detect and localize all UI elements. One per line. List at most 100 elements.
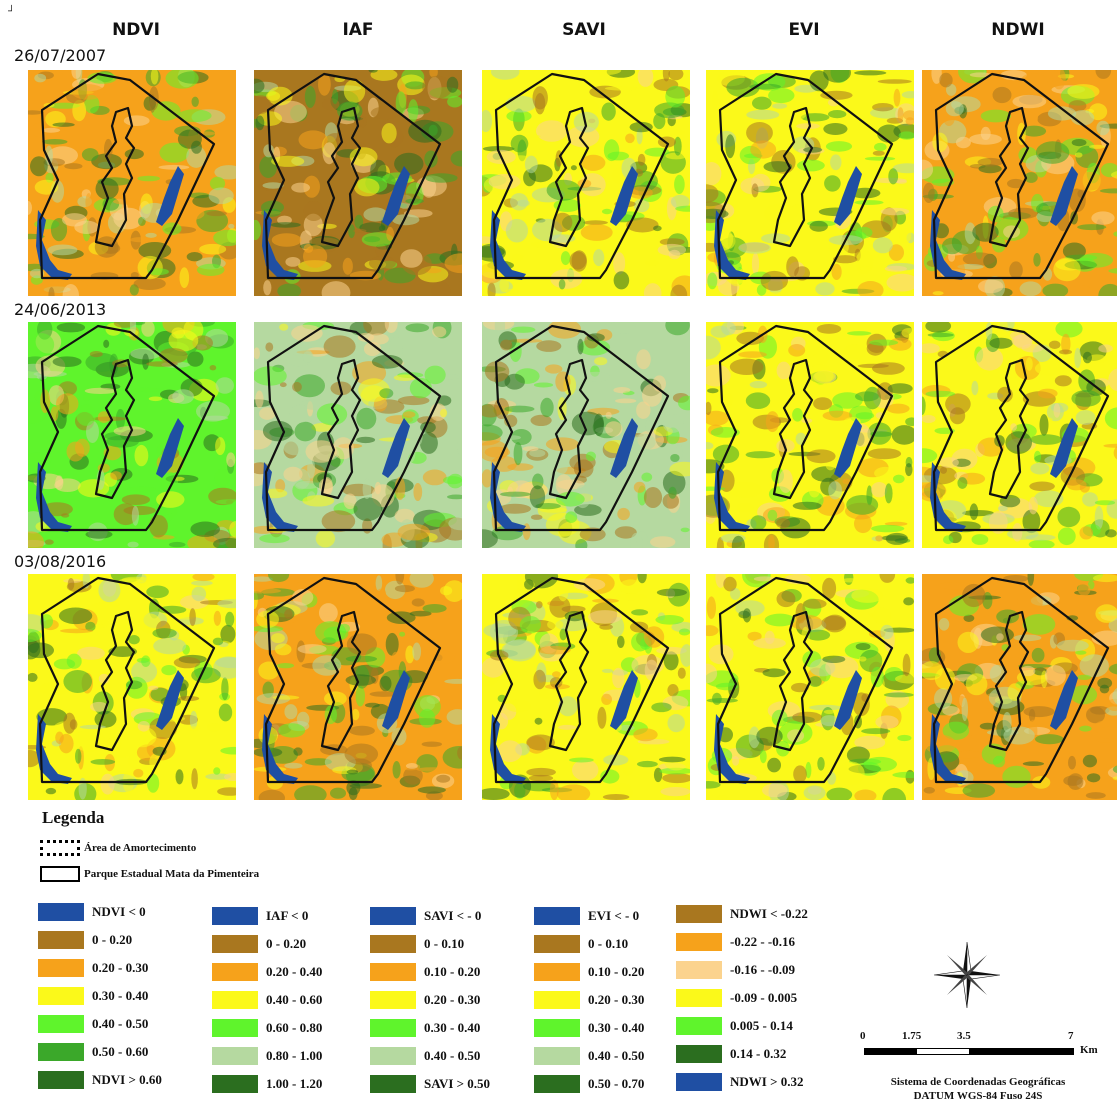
column-header-ndvi: NDVI bbox=[112, 20, 160, 40]
legend-savi: SAVI < - 0 0 - 0.10 0.10 - 0.20 0.20 - 0.30… bbox=[370, 902, 490, 1098]
legend-iaf-row: 1.00 - 1.20 bbox=[212, 1070, 322, 1098]
legend-swatch bbox=[676, 961, 722, 979]
legend-evi-row: EVI < - 0 bbox=[534, 902, 644, 930]
legend-swatch bbox=[212, 907, 258, 925]
legend-ndvi-row: 0 - 0.20 bbox=[38, 926, 162, 954]
legend-iaf: IAF < 0 0 - 0.20 0.20 - 0.40 0.40 - 0.60 0.6… bbox=[212, 902, 322, 1098]
map-panel-savi-2007 bbox=[482, 70, 690, 296]
legend-swatch bbox=[38, 903, 84, 921]
buffer-zone-label: Área de Amortecimento bbox=[84, 842, 197, 854]
legend-label: 0.40 - 0.50 bbox=[424, 1048, 481, 1063]
map-panel-iaf-2013 bbox=[254, 322, 462, 548]
legend-swatch bbox=[534, 963, 580, 981]
legend-savi-row: 0 - 0.10 bbox=[370, 930, 490, 958]
date-label-2016: 03/08/2016 bbox=[14, 552, 107, 571]
map-panel-evi-2013 bbox=[706, 322, 914, 548]
column-header-evi: EVI bbox=[788, 20, 820, 40]
scale-tick-2: 3.5 bbox=[957, 1030, 971, 1042]
legend-swatch bbox=[370, 1047, 416, 1065]
legend-swatch bbox=[212, 1075, 258, 1093]
legend-label: 0.40 - 0.60 bbox=[266, 992, 323, 1007]
legend-savi-row: SAVI > 0.50 bbox=[370, 1070, 490, 1098]
map-panel-ndwi-2016 bbox=[922, 574, 1117, 800]
legend-label: 0 - 0.20 bbox=[266, 936, 307, 951]
legend-swatch bbox=[38, 1015, 84, 1033]
map-panel-iaf-2007 bbox=[254, 70, 462, 296]
legend-swatch bbox=[38, 1071, 84, 1089]
legend-swatch bbox=[38, 931, 84, 949]
legend-swatch bbox=[534, 1019, 580, 1037]
legend-label: SAVI < - 0 bbox=[424, 908, 482, 923]
legend-label: 0.20 - 0.30 bbox=[588, 992, 645, 1007]
legend-label: 0.20 - 0.30 bbox=[424, 992, 481, 1007]
legend-label: NDVI > 0.60 bbox=[92, 1072, 162, 1087]
legend-iaf-row: 0 - 0.20 bbox=[212, 930, 322, 958]
legend-swatch bbox=[534, 991, 580, 1009]
legend-swatch bbox=[534, 907, 580, 925]
scale-unit: Km bbox=[1080, 1044, 1098, 1056]
legend-swatch bbox=[370, 907, 416, 925]
scale-tick-1: 1.75 bbox=[902, 1030, 922, 1042]
legend-buffer-zone: Área de Amortecimento bbox=[40, 840, 196, 856]
scale-bar: 0 1.75 3.5 7 Km bbox=[860, 1030, 1100, 1070]
map-panel-evi-2016 bbox=[706, 574, 914, 800]
coordinate-system: Sistema de Coordenadas Geográficas DATUM… bbox=[840, 1075, 1116, 1103]
legend-label: 0.14 - 0.32 bbox=[730, 1046, 787, 1061]
legend-label: 0.30 - 0.40 bbox=[424, 1020, 481, 1035]
legend-label: -0.22 - -0.16 bbox=[730, 934, 795, 949]
legend-swatch bbox=[534, 1047, 580, 1065]
legend-swatch bbox=[370, 991, 416, 1009]
legend-evi-row: 0.50 - 0.70 bbox=[534, 1070, 644, 1098]
legend-swatch bbox=[676, 933, 722, 951]
map-panel-evi-2007 bbox=[706, 70, 914, 296]
legend-evi-row: 0.30 - 0.40 bbox=[534, 1014, 644, 1042]
legend-label: 0 - 0.20 bbox=[92, 932, 133, 947]
legend-label: 0.30 - 0.40 bbox=[588, 1020, 645, 1035]
legend-iaf-row: 0.80 - 1.00 bbox=[212, 1042, 322, 1070]
legend-swatch bbox=[676, 905, 722, 923]
map-panel-ndwi-2007 bbox=[922, 70, 1117, 296]
legend-label: 0.50 - 0.70 bbox=[588, 1076, 645, 1091]
legend-swatch bbox=[212, 1047, 258, 1065]
legend-label: -0.09 - 0.005 bbox=[730, 990, 798, 1005]
legend-swatch bbox=[676, 989, 722, 1007]
corner-mark: ┘ bbox=[8, 6, 16, 17]
legend-label: 0.60 - 0.80 bbox=[266, 1020, 323, 1035]
legend-evi-row: 0.20 - 0.30 bbox=[534, 986, 644, 1014]
legend-swatch bbox=[38, 987, 84, 1005]
scale-bar-graphic bbox=[864, 1048, 1074, 1055]
legend-ndwi-row: -0.16 - -0.09 bbox=[676, 956, 808, 984]
legend-label: 0.10 - 0.20 bbox=[424, 964, 481, 979]
legend-savi-row: SAVI < - 0 bbox=[370, 902, 490, 930]
legend-savi-row: 0.30 - 0.40 bbox=[370, 1014, 490, 1042]
legend-ndvi-row: 0.50 - 0.60 bbox=[38, 1038, 162, 1066]
legend-ndwi-row: NDWI < -0.22 bbox=[676, 900, 808, 928]
legend-label: -0.16 - -0.09 bbox=[730, 962, 795, 977]
column-header-savi: SAVI bbox=[562, 20, 606, 40]
legend-swatch bbox=[370, 935, 416, 953]
legend-swatch bbox=[534, 1075, 580, 1093]
legend-swatch bbox=[676, 1017, 722, 1035]
legend-ndvi: NDVI < 0 0 - 0.20 0.20 - 0.30 0.30 - 0.40 0.… bbox=[38, 898, 162, 1094]
legend-swatch bbox=[676, 1045, 722, 1063]
legend-savi-row: 0.40 - 0.50 bbox=[370, 1042, 490, 1070]
scale-tick-0: 0 bbox=[860, 1030, 866, 1042]
legend-swatch bbox=[212, 991, 258, 1009]
legend-label: 0.40 - 0.50 bbox=[588, 1048, 645, 1063]
legend-evi-row: 0.40 - 0.50 bbox=[534, 1042, 644, 1070]
legend-label: 0.80 - 1.00 bbox=[266, 1048, 323, 1063]
column-header-ndwi: NDWI bbox=[991, 20, 1045, 40]
park-label: Parque Estadual Mata da Pimenteira bbox=[84, 868, 260, 880]
legend-ndwi-row: NDWI > 0.32 bbox=[676, 1068, 808, 1096]
legend-label: 0.40 - 0.50 bbox=[92, 1016, 149, 1031]
legend-swatch bbox=[370, 963, 416, 981]
legend-evi-row: 0.10 - 0.20 bbox=[534, 958, 644, 986]
legend-iaf-row: 0.20 - 0.40 bbox=[212, 958, 322, 986]
scale-tick-3: 7 bbox=[1068, 1030, 1074, 1042]
legend-ndwi-row: -0.22 - -0.16 bbox=[676, 928, 808, 956]
legend-ndwi: NDWI < -0.22 -0.22 - -0.16 -0.16 - -0.09 -0… bbox=[676, 900, 808, 1096]
legend-label: 0.20 - 0.40 bbox=[266, 964, 323, 979]
legend-label: EVI < - 0 bbox=[588, 908, 640, 923]
legend-savi-row: 0.10 - 0.20 bbox=[370, 958, 490, 986]
legend-ndwi-row: -0.09 - 0.005 bbox=[676, 984, 808, 1012]
